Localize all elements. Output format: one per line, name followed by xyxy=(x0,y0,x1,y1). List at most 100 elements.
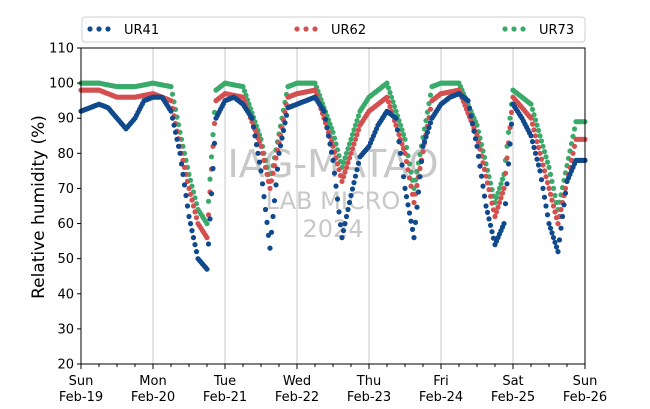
data-point-ur73 xyxy=(544,159,551,165)
legend-item-ur73: UR73 xyxy=(502,23,574,38)
data-point-ur41 xyxy=(321,108,327,114)
data-point-ur73 xyxy=(390,99,396,105)
data-point-ur73 xyxy=(397,122,404,128)
data-point-ur41 xyxy=(282,120,288,126)
data-point-ur41 xyxy=(258,168,264,174)
data-point-ur62 xyxy=(420,149,426,155)
data-point-ur41 xyxy=(333,183,339,189)
data-point-ur41 xyxy=(532,150,539,156)
data-point-ur41 xyxy=(409,226,416,232)
data-point-ur62 xyxy=(544,180,551,186)
data-point-ur62 xyxy=(400,146,407,152)
data-point-ur62 xyxy=(396,132,402,138)
data-point-ur73 xyxy=(537,133,543,139)
data-point-ur41 xyxy=(400,174,407,180)
data-point-ur62 xyxy=(480,160,486,166)
data-point-ur41 xyxy=(324,125,330,131)
data-point-ur41 xyxy=(549,230,555,236)
data-point-ur62 xyxy=(268,178,275,184)
data-point-ur62 xyxy=(240,94,246,100)
data-point-ur41 xyxy=(261,194,267,200)
data-point-ur62 xyxy=(402,150,408,156)
data-point-ur41 xyxy=(424,129,431,135)
data-point-ur73 xyxy=(355,113,362,119)
data-point-ur73 xyxy=(351,127,357,133)
data-point-ur62 xyxy=(562,185,569,191)
data-point-ur62 xyxy=(532,133,539,139)
data-point-ur41 xyxy=(502,201,509,207)
legend-marker xyxy=(303,26,309,32)
data-point-ur41 xyxy=(394,127,401,133)
data-point-ur73 xyxy=(535,127,542,134)
data-point-ur73 xyxy=(241,88,248,94)
data-point-ur41 xyxy=(189,228,195,234)
data-point-ur41 xyxy=(405,202,411,208)
data-point-ur41 xyxy=(478,173,485,179)
legend-label: UR73 xyxy=(539,23,574,38)
data-point-ur41 xyxy=(337,222,344,228)
data-point-ur41 xyxy=(505,161,512,167)
data-point-ur62 xyxy=(346,155,353,161)
data-point-ur41 xyxy=(271,198,278,204)
data-point-ur62 xyxy=(334,161,341,167)
data-point-ur41 xyxy=(354,167,360,173)
data-point-ur41 xyxy=(423,134,429,140)
x-tick-label: Tue Feb-21 xyxy=(203,374,247,405)
data-point-ur62 xyxy=(570,150,576,156)
data-point-ur62 xyxy=(501,185,507,191)
y-tick-label: 70 xyxy=(57,182,74,197)
data-point-ur73 xyxy=(240,84,246,90)
data-point-ur73 xyxy=(538,138,545,144)
data-point-ur41 xyxy=(277,143,284,149)
data-point-ur73 xyxy=(210,132,216,138)
data-point-ur41 xyxy=(279,135,285,141)
data-point-ur62 xyxy=(558,206,564,213)
data-point-ur41 xyxy=(474,143,480,149)
data-point-ur62 xyxy=(193,215,200,221)
data-point-ur41 xyxy=(283,112,290,118)
data-point-ur41 xyxy=(408,218,414,224)
data-point-ur62 xyxy=(541,168,548,174)
data-point-ur62 xyxy=(549,197,555,203)
data-point-ur62 xyxy=(529,121,536,127)
data-point-ur41 xyxy=(403,194,410,200)
data-point-ur62 xyxy=(264,171,270,177)
data-point-ur73 xyxy=(204,221,210,227)
data-point-ur41 xyxy=(396,139,402,145)
data-point-ur41 xyxy=(204,266,210,272)
data-point-ur73 xyxy=(534,122,540,128)
data-point-ur62 xyxy=(352,136,359,142)
data-point-ur62 xyxy=(492,213,498,220)
data-point-ur41 xyxy=(507,141,513,147)
data-point-ur62 xyxy=(259,150,266,156)
data-point-ur41 xyxy=(252,133,258,139)
data-point-ur41 xyxy=(183,192,189,199)
data-point-ur41 xyxy=(325,133,332,139)
data-point-ur62 xyxy=(489,200,495,206)
data-point-ur41 xyxy=(406,210,413,216)
data-point-ur62 xyxy=(262,164,269,170)
data-point-ur62 xyxy=(168,98,174,104)
y-tick-label: 40 xyxy=(57,287,74,302)
data-point-ur41 xyxy=(537,168,543,174)
data-point-ur73 xyxy=(169,91,176,97)
data-point-ur41 xyxy=(276,150,282,156)
data-point-ur41 xyxy=(328,149,335,155)
data-point-ur41 xyxy=(414,204,420,210)
data-point-ur41 xyxy=(481,193,488,199)
data-point-ur62 xyxy=(504,155,510,161)
data-point-ur41 xyxy=(351,180,357,186)
legend-marker xyxy=(502,26,508,32)
data-point-ur62 xyxy=(355,127,362,133)
data-point-ur41 xyxy=(169,115,176,121)
data-point-ur41 xyxy=(336,209,342,215)
data-point-ur73 xyxy=(546,164,552,170)
data-point-ur73 xyxy=(528,101,534,107)
data-point-ur41 xyxy=(535,162,542,168)
data-point-ur62 xyxy=(340,174,347,180)
data-point-ur41 xyxy=(342,221,348,227)
x-tick-label: Wed Feb-22 xyxy=(275,374,319,405)
data-point-ur41 xyxy=(343,213,350,220)
data-point-ur41 xyxy=(529,139,536,145)
y-tick-label: 60 xyxy=(57,217,74,232)
